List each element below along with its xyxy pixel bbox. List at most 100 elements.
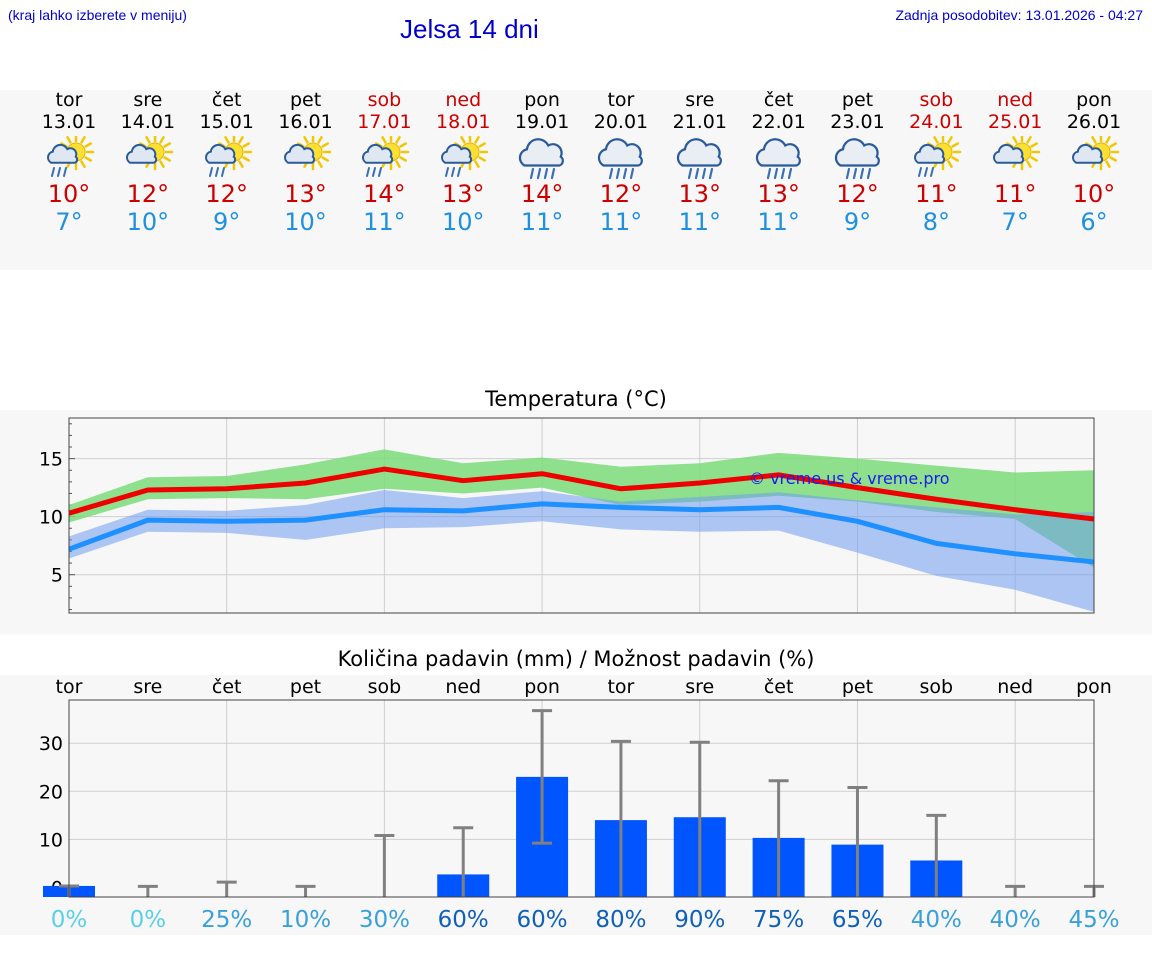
day-card: sob 17.01 14° 11° (345, 89, 423, 236)
precip-y-tick-label: 30 (39, 733, 63, 755)
day-max-temp: 13° (441, 180, 485, 208)
day-card: ned 25.01 11° 7° (976, 89, 1054, 236)
precip-probability-label: 10% (280, 907, 331, 933)
precip-day-label: pet (842, 676, 873, 698)
day-card: sre 21.01 13° 11° (661, 89, 739, 236)
precip-day-label: sob (920, 676, 954, 698)
sun-cloud-rain-icon (441, 136, 489, 177)
day-min-temp: 8° (922, 208, 950, 236)
precip-plot-frame (68, 699, 1095, 898)
day-min-temp: 6° (1080, 208, 1108, 236)
precip-probability-label: 0% (130, 907, 167, 933)
sun-cloud-rain-icon (47, 136, 95, 177)
sun-cloud-icon (283, 136, 331, 171)
day-card: pet 16.01 13° 10° (267, 89, 345, 236)
temp-y-tick-label: 10 (39, 507, 63, 529)
rain-cloud-icon (597, 138, 643, 180)
min-temp-line (68, 501, 1095, 565)
day-min-temp: 7° (55, 208, 83, 236)
precip-probability-label: 80% (595, 907, 646, 933)
last-updated: Zadnja posodobitev: 13.01.2026 - 04:27 (895, 7, 1143, 23)
day-card: pet 23.01 12° 9° (819, 89, 897, 236)
day-max-temp: 12° (836, 180, 879, 208)
day-name: sob (919, 89, 954, 111)
rain-cloud-icon (518, 138, 564, 180)
day-max-temp: 14° (520, 180, 564, 208)
day-min-temp: 7° (1001, 208, 1029, 236)
day-date: 18.01 (436, 111, 491, 133)
precip-probability-label: 40% (990, 907, 1041, 933)
day-date: 13.01 (41, 111, 97, 133)
precip-day-label: tor (56, 676, 83, 698)
region-menu-hint: (kraj lahko izberete v meniju) (8, 7, 187, 23)
rain-cloud-icon (834, 138, 880, 180)
precip-day-label: sre (685, 676, 714, 698)
precip-day-label: ned (445, 676, 481, 698)
day-min-temp: 11° (599, 208, 643, 236)
day-max-temp: 13° (284, 180, 327, 208)
day-name: pet (289, 89, 322, 111)
day-max-temp: 12° (599, 180, 643, 208)
precip-day-label: čet (212, 676, 242, 698)
day-min-temp: 11° (678, 208, 722, 236)
precip-day-label: pon (524, 676, 560, 698)
sun-cloud-icon (993, 136, 1041, 171)
precip-probability-label: 30% (359, 907, 410, 933)
day-name: tor (607, 89, 635, 111)
day-date: 21.01 (672, 111, 727, 133)
max-temp-line (68, 466, 1095, 522)
day-card: sob 24.01 11° 8° (897, 89, 975, 236)
day-card: sre 14.01 12° 10° (109, 89, 187, 236)
rain-cloud-icon (676, 138, 722, 180)
precip-probability-label: 90% (674, 907, 725, 933)
precip-probability-label: 45% (1068, 907, 1119, 933)
day-max-temp: 11° (915, 180, 958, 208)
day-card: čet 15.01 12° 9° (188, 89, 266, 236)
day-date: 22.01 (751, 111, 806, 133)
day-date: 24.01 (909, 111, 964, 133)
day-date: 14.01 (120, 111, 176, 133)
day-name: čet (211, 89, 242, 111)
precip-day-label: sre (133, 676, 162, 698)
day-card: tor 20.01 12° 11° (582, 89, 660, 236)
temp-y-tick-label: 5 (51, 565, 63, 587)
precip-y-tick-label: 10 (39, 829, 63, 851)
day-min-temp: 10° (126, 208, 170, 236)
sun-cloud-rain-icon (204, 136, 252, 177)
day-name: pon (1076, 89, 1112, 111)
sun-cloud-rain-icon (362, 136, 410, 177)
day-max-temp: 12° (126, 180, 170, 208)
day-date: 17.01 (357, 111, 412, 133)
temp-y-tick-label: 15 (39, 449, 63, 471)
day-max-temp: 11° (993, 180, 1037, 208)
day-date: 16.01 (278, 111, 333, 133)
precip-day-label: ned (997, 676, 1033, 698)
day-name: sre (133, 89, 163, 111)
day-max-temp: 13° (678, 180, 722, 208)
daily-forecast-strip (0, 90, 1152, 270)
day-name: sre (685, 89, 715, 111)
watermark: © vreme.us & vreme.pro (749, 469, 950, 488)
min-range-band (69, 489, 1094, 612)
day-max-temp: 10° (1072, 180, 1116, 208)
day-date: 20.01 (593, 111, 649, 133)
day-name: sob (367, 89, 402, 111)
precip-day-label: tor (607, 676, 634, 698)
day-min-temp: 11° (520, 208, 564, 236)
precip-probability-label: 40% (911, 907, 962, 933)
day-card: pon 26.01 10° 6° (1055, 89, 1133, 236)
day-name: pet (841, 89, 874, 111)
sun-cloud-rain-icon (914, 136, 962, 177)
day-date: 19.01 (514, 111, 570, 133)
precipitation-chart-title: Količina padavin (mm) / Možnost padavin … (337, 647, 815, 671)
day-max-temp: 10° (47, 180, 91, 208)
day-name: ned (445, 89, 482, 111)
day-card: pon 19.01 14° 11° (503, 89, 581, 236)
precip-probability-label: 60% (438, 907, 489, 933)
temp-plot-frame (68, 417, 1095, 614)
day-min-temp: 10° (284, 208, 327, 236)
precip-day-label: čet (764, 676, 794, 698)
precip-probability-label: 25% (201, 907, 252, 933)
